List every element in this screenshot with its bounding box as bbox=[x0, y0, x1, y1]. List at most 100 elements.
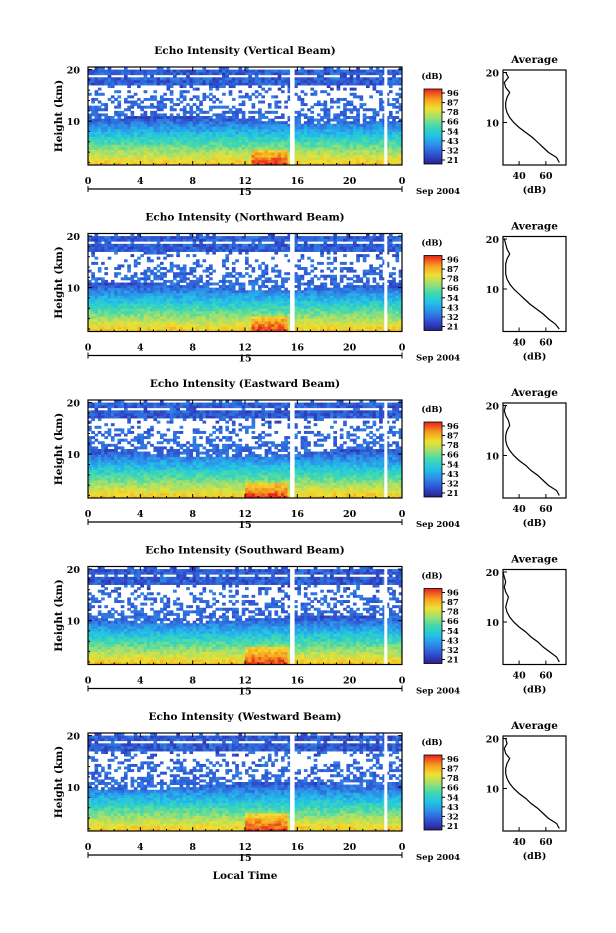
heatmap-cell bbox=[252, 288, 256, 291]
heatmap-cell bbox=[140, 283, 144, 286]
heatmap-cell bbox=[131, 277, 135, 280]
heatmap-cell bbox=[294, 72, 298, 75]
heatmap-cell bbox=[124, 126, 128, 129]
heatmap-cell bbox=[219, 249, 223, 252]
heatmap-cell bbox=[140, 119, 144, 122]
heatmap-cell bbox=[222, 119, 226, 122]
heatmap-cell bbox=[330, 293, 334, 296]
heatmap-cell bbox=[157, 137, 161, 140]
heatmap-cell bbox=[395, 157, 399, 160]
heatmap-cell bbox=[324, 137, 328, 140]
heatmap-cell bbox=[167, 306, 171, 309]
heatmap-cell bbox=[209, 98, 213, 101]
heatmap-cell bbox=[104, 246, 108, 249]
heatmap-cell bbox=[369, 157, 373, 160]
heatmap-cell bbox=[104, 303, 108, 306]
heatmap-cell bbox=[340, 321, 344, 324]
heatmap-cell bbox=[196, 316, 200, 319]
heatmap-cell bbox=[170, 267, 174, 270]
heatmap-cell bbox=[127, 308, 131, 311]
heatmap-cell bbox=[238, 72, 242, 75]
heatmap-cell bbox=[114, 267, 118, 270]
heatmap-cell bbox=[98, 298, 102, 301]
heatmap-cell bbox=[333, 313, 337, 316]
heatmap-cell bbox=[235, 108, 239, 111]
heatmap-cell bbox=[281, 139, 285, 142]
heatmap-cell bbox=[330, 249, 334, 252]
heatmap-cell bbox=[144, 316, 148, 319]
heatmap-cell bbox=[206, 301, 210, 304]
heatmap-cell bbox=[392, 116, 396, 119]
heatmap-cell bbox=[167, 134, 171, 137]
heatmap-cell bbox=[108, 147, 112, 150]
heatmap-cell bbox=[167, 290, 171, 293]
heatmap-cell bbox=[219, 106, 223, 109]
heatmap-cell bbox=[222, 319, 226, 322]
heatmap-cell bbox=[281, 147, 285, 150]
heatmap-cell bbox=[229, 70, 233, 73]
heatmap-cell bbox=[317, 75, 321, 78]
heatmap-cell bbox=[137, 152, 141, 155]
heatmap-cell bbox=[363, 152, 367, 155]
heatmap-cell bbox=[131, 113, 135, 116]
heatmap-cell bbox=[131, 95, 135, 98]
heatmap-cell bbox=[265, 264, 269, 267]
heatmap-cell bbox=[111, 280, 115, 283]
heatmap-cell bbox=[278, 290, 282, 293]
heatmap-cell bbox=[170, 108, 174, 111]
heatmap-cell bbox=[330, 144, 334, 147]
heatmap-cell bbox=[108, 80, 112, 83]
heatmap-cell bbox=[117, 113, 121, 116]
heatmap-cell bbox=[219, 113, 223, 116]
heatmap-cell bbox=[212, 119, 216, 122]
heatmap-cell bbox=[189, 72, 193, 75]
heatmap-cell bbox=[294, 275, 298, 278]
heatmap-cell bbox=[144, 311, 148, 314]
heatmap-cell bbox=[134, 306, 138, 309]
heatmap-cell bbox=[163, 80, 167, 83]
heatmap-cell bbox=[284, 306, 288, 309]
heatmap-cell bbox=[163, 116, 167, 119]
heatmap-cell bbox=[258, 239, 262, 242]
heatmap-cell bbox=[327, 113, 331, 116]
heatmap-cell bbox=[209, 157, 213, 160]
heatmap-cell bbox=[189, 152, 193, 155]
heatmap-cell bbox=[101, 244, 105, 247]
heatmap-cell bbox=[304, 103, 308, 106]
heatmap-cell bbox=[307, 119, 311, 122]
heatmap-cell bbox=[137, 316, 141, 319]
heatmap-cell bbox=[301, 239, 305, 242]
heatmap-cell bbox=[131, 303, 135, 306]
heatmap-cell bbox=[180, 288, 184, 291]
heatmap-cell bbox=[274, 129, 278, 132]
heatmap-cell bbox=[176, 116, 180, 119]
heatmap-cell bbox=[255, 126, 259, 129]
heatmap-cell bbox=[101, 311, 105, 314]
heatmap-cell bbox=[245, 252, 249, 255]
heatmap-cell bbox=[95, 131, 99, 134]
heatmap-cell bbox=[373, 70, 377, 73]
heatmap-cell bbox=[310, 70, 314, 73]
heatmap-cell bbox=[144, 147, 148, 150]
heatmap-cell bbox=[186, 157, 190, 160]
heatmap-cell bbox=[281, 142, 285, 145]
heatmap-cell bbox=[183, 293, 187, 296]
heatmap-cell bbox=[278, 246, 282, 249]
heatmap-cell bbox=[320, 326, 324, 329]
heatmap-cell bbox=[202, 82, 206, 85]
heatmap-cell bbox=[297, 267, 301, 270]
heatmap-cell bbox=[104, 311, 108, 314]
heatmap-cell bbox=[261, 139, 265, 142]
heatmap-cell bbox=[167, 236, 171, 239]
heatmap-cell bbox=[131, 319, 135, 322]
heatmap-cell bbox=[216, 236, 220, 239]
heatmap-cell bbox=[307, 137, 311, 140]
heatmap-cell bbox=[189, 150, 193, 153]
heatmap-cell bbox=[245, 239, 249, 242]
heatmap-cell bbox=[271, 70, 275, 73]
heatmap-cell bbox=[167, 254, 171, 257]
heatmap-cell bbox=[134, 82, 138, 85]
heatmap-cell bbox=[317, 70, 321, 73]
heatmap-cell bbox=[98, 126, 102, 129]
